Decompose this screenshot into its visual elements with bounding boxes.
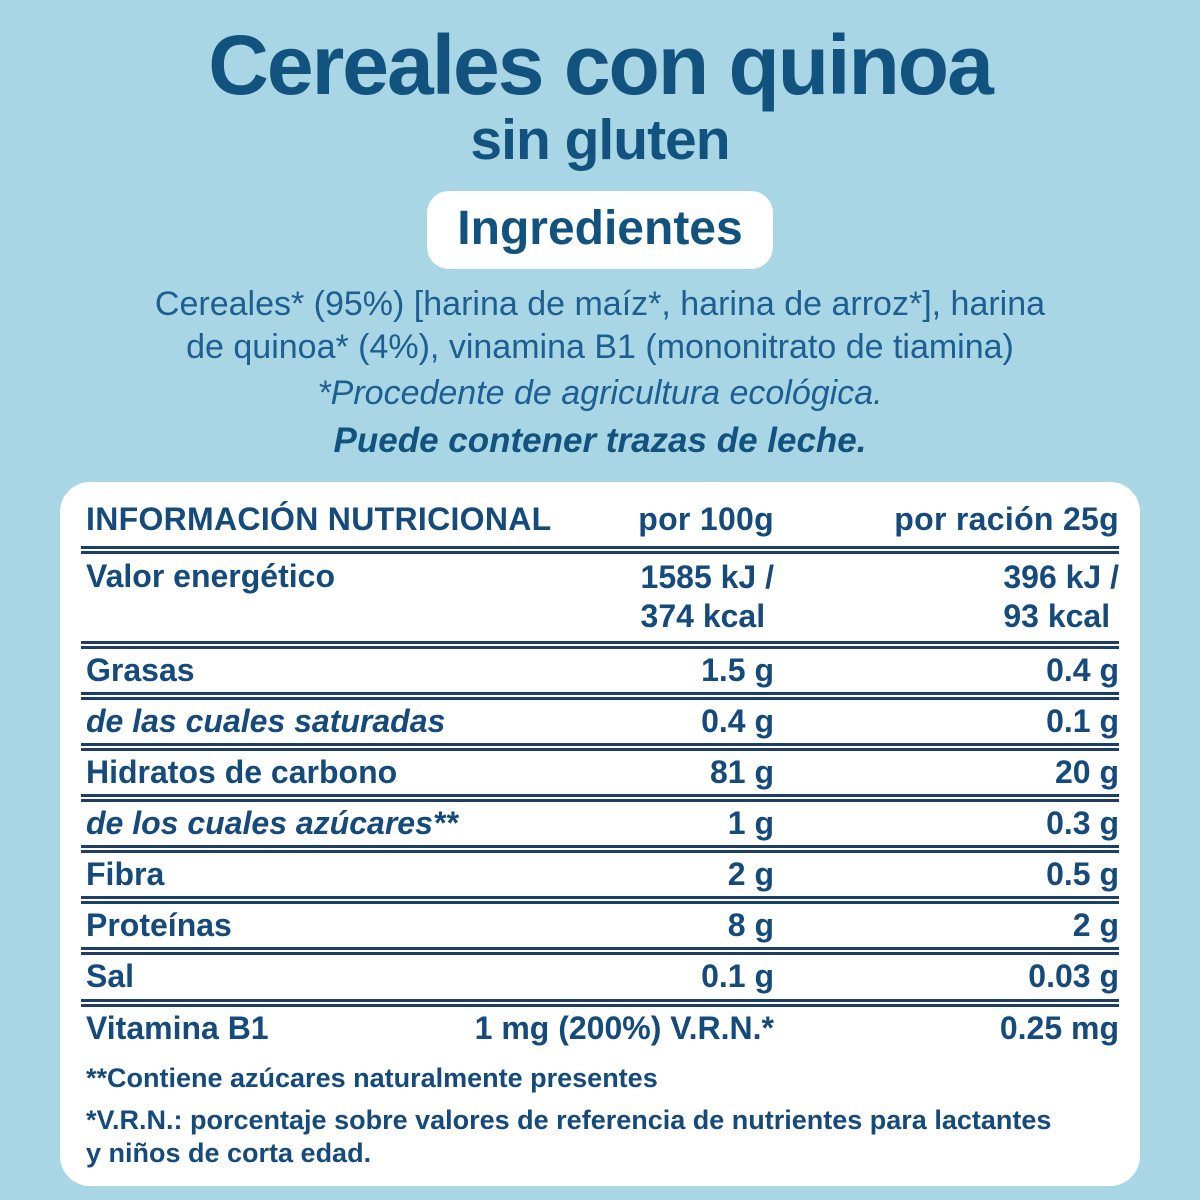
nutrition-panel: INFORMACIÓN NUTRICIONAL por 100g por rac…: [60, 481, 1140, 1186]
ingredients-section: Cereales* (95%) [harina de maíz*, harina…: [0, 283, 1200, 461]
table-row-fiber: Fibra 2 g 0.5 g: [81, 853, 1119, 896]
per100-value: 1.5 g: [701, 651, 774, 688]
per100-energy-kj: 1585 kJ /: [640, 558, 774, 595]
nutrient-label: Sal: [86, 958, 135, 995]
row-separator: [81, 743, 1119, 752]
table-footnotes: **Contiene azúcares naturalmente present…: [81, 1062, 1119, 1170]
nutrient-label: Fibra: [86, 856, 165, 893]
table-header-title: INFORMACIÓN NUTRICIONAL: [86, 500, 552, 537]
nutrient-label: de los cuales azúcares**: [86, 805, 458, 842]
per100-value: 1585 kJ / 374 kcal: [641, 558, 774, 636]
table-row-saturated-fat: de las cuales saturadas 0.4 g 0.1 g: [81, 700, 1119, 743]
product-subtitle: sin gluten: [470, 108, 730, 173]
table-row-fat: Grasas 1.5 g 0.4 g: [81, 649, 1119, 692]
per25-value: 0.1 g: [1046, 702, 1119, 739]
per100-value: 1 g: [727, 805, 774, 842]
ingredients-badge: Ingredientes: [427, 191, 773, 270]
footnote-vrn-line1: *V.R.N.: porcentaje sobre valores de ref…: [86, 1104, 1052, 1135]
footnote-sugars: **Contiene azúcares naturalmente present…: [86, 1062, 658, 1093]
ingredients-text-line2: de quinoa* (4%), vinamina B1 (mononitrat…: [186, 328, 1014, 367]
per100-value: 0.1 g: [701, 958, 774, 995]
per25-energy-kcal: 93 kcal: [1003, 597, 1111, 634]
per100-energy-kcal: 374 kcal: [640, 597, 766, 634]
label-header: Cereales con quinoa sin gluten Ingredien…: [0, 0, 1200, 270]
table-header-per25: por ración 25g: [894, 500, 1119, 537]
traces-note: Puede contener trazas de leche.: [333, 420, 867, 460]
table-row-energy: Valor energético 1585 kJ / 374 kcal 396 …: [81, 554, 1119, 641]
product-title: Cereales con quinoa: [208, 18, 994, 112]
per100-value: 81 g: [709, 754, 774, 791]
per25-energy-kj: 396 kJ /: [1003, 558, 1119, 595]
per25-value: 0.5 g: [1046, 856, 1119, 893]
row-separator: [81, 896, 1119, 905]
table-row-carbohydrates: Hidratos de carbono 81 g 20 g: [81, 751, 1119, 794]
footnote-vrn-line2: y niños de corta edad.: [86, 1137, 372, 1168]
per100-value: 2 g: [727, 856, 774, 893]
per25-value: 0.4 g: [1046, 651, 1119, 688]
organic-note: *Procedente de agricultura ecológica.: [317, 373, 883, 412]
per25-value: 20 g: [1054, 754, 1119, 791]
nutrient-label: Valor energético: [86, 557, 335, 594]
nutrient-label: Proteínas: [86, 907, 232, 944]
table-header-per100: por 100g: [638, 500, 774, 537]
table-row-vitamin-b1: Vitamina B1 1 mg (200%) V.R.N.* 0.25 mg: [81, 1007, 1119, 1050]
per25-value: 0.3 g: [1046, 805, 1119, 842]
row-separator: [81, 794, 1119, 803]
row-separator: [81, 845, 1119, 854]
nutrient-label: Vitamina B1: [86, 1009, 269, 1046]
per25-value: 2 g: [1072, 907, 1119, 944]
row-separator: [81, 545, 1119, 554]
per25-value: 396 kJ / 93 kcal: [774, 558, 1119, 636]
table-header-row: INFORMACIÓN NUTRICIONAL por 100g por rac…: [81, 496, 1119, 546]
table-row-salt: Sal 0.1 g 0.03 g: [81, 955, 1119, 998]
ingredients-badge-row: Ingredientes: [0, 171, 1200, 270]
per100-value: 1 mg (200%) V.R.N.*: [474, 1009, 774, 1046]
nutrient-label: Hidratos de carbono: [86, 754, 398, 791]
per25-value: 0.25 mg: [999, 1009, 1119, 1046]
per100-value: 8 g: [727, 907, 774, 944]
per100-value: 0.4 g: [701, 702, 774, 739]
row-separator: [81, 947, 1119, 956]
row-separator: [81, 998, 1119, 1007]
per25-value: 0.03 g: [1028, 958, 1119, 995]
row-separator: [81, 640, 1119, 649]
row-separator: [81, 691, 1119, 700]
nutrient-label: Grasas: [86, 651, 195, 688]
ingredients-text-line1: Cereales* (95%) [harina de maíz*, harina…: [154, 285, 1046, 324]
table-row-protein: Proteínas 8 g 2 g: [81, 904, 1119, 947]
table-row-sugars: de los cuales azúcares** 1 g 0.3 g: [81, 802, 1119, 845]
nutrient-label: de las cuales saturadas: [86, 702, 446, 739]
